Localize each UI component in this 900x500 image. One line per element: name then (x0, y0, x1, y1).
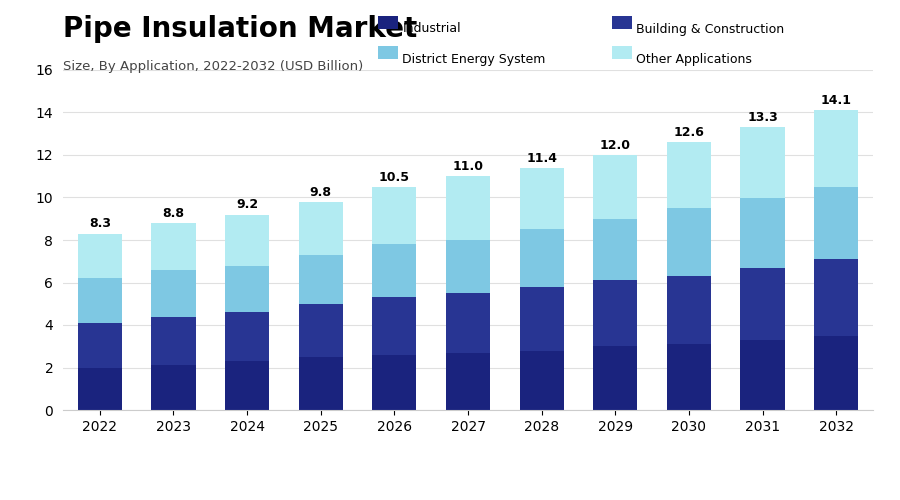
Text: 8.3: 8.3 (89, 218, 111, 230)
Text: Building & Construction: Building & Construction (636, 22, 785, 36)
Text: 8.8: 8.8 (163, 207, 184, 220)
Text: 12.0: 12.0 (599, 139, 631, 152)
Bar (593, 155, 637, 219)
Bar (77, 368, 122, 410)
Text: 9.8: 9.8 (310, 186, 332, 198)
Bar (741, 268, 785, 340)
Text: WIDE RANGE OF GLOBAL MARKET REPORTS: WIDE RANGE OF GLOBAL MARKET REPORTS (675, 470, 859, 479)
Bar (741, 198, 785, 268)
Bar (741, 128, 785, 198)
Bar (519, 350, 563, 410)
Bar (519, 287, 563, 350)
Text: 9.2: 9.2 (236, 198, 258, 211)
Text: $14.1B: $14.1B (468, 446, 588, 474)
Bar (373, 187, 417, 244)
Bar (814, 336, 859, 410)
Bar (151, 223, 195, 270)
Bar (225, 266, 269, 312)
Text: 5.6%: 5.6% (162, 446, 247, 474)
Bar (446, 240, 491, 293)
Text: The forecasted market
size for 2032 in USD: The forecasted market size for 2032 in U… (279, 445, 430, 475)
Text: Other Applications: Other Applications (636, 52, 752, 66)
Text: 12.6: 12.6 (673, 126, 705, 139)
Bar (77, 323, 122, 368)
Bar (519, 168, 563, 230)
Text: Size, By Application, 2022-2032 (USD Billion): Size, By Application, 2022-2032 (USD Bil… (63, 60, 364, 73)
Bar (225, 312, 269, 361)
Text: The Market will Grow
At the CAGR of: The Market will Grow At the CAGR of (27, 445, 167, 475)
Bar (77, 278, 122, 323)
Bar (593, 346, 637, 410)
Bar (225, 214, 269, 266)
Bar (446, 176, 491, 240)
Bar (225, 361, 269, 410)
Text: ✓: ✓ (657, 448, 678, 472)
Bar (593, 280, 637, 346)
Bar (151, 270, 195, 316)
Bar (667, 142, 711, 208)
Bar (814, 187, 859, 259)
Bar (814, 110, 859, 187)
Bar (667, 276, 711, 344)
Text: Industrial: Industrial (402, 22, 461, 36)
Bar (519, 230, 563, 287)
Text: 13.3: 13.3 (747, 111, 778, 124)
Bar (446, 293, 491, 352)
Text: District Energy System: District Energy System (402, 52, 545, 66)
Text: MarketResearch: MarketResearch (675, 446, 827, 464)
Text: 14.1: 14.1 (821, 94, 851, 107)
Bar (593, 219, 637, 280)
Bar (446, 352, 491, 410)
Bar (299, 357, 343, 410)
Bar (373, 244, 417, 298)
Text: 11.4: 11.4 (526, 152, 557, 164)
Bar (151, 366, 195, 410)
Bar (667, 344, 711, 410)
Bar (667, 208, 711, 276)
Bar (373, 355, 417, 410)
Bar (373, 298, 417, 355)
Bar (151, 316, 195, 366)
Bar (77, 234, 122, 278)
Text: 10.5: 10.5 (379, 170, 410, 183)
Text: 11.0: 11.0 (453, 160, 483, 173)
Bar (299, 202, 343, 255)
Bar (299, 304, 343, 357)
Bar (741, 340, 785, 410)
Bar (814, 259, 859, 336)
Bar (299, 255, 343, 304)
Text: Pipe Insulation Market: Pipe Insulation Market (63, 15, 418, 43)
